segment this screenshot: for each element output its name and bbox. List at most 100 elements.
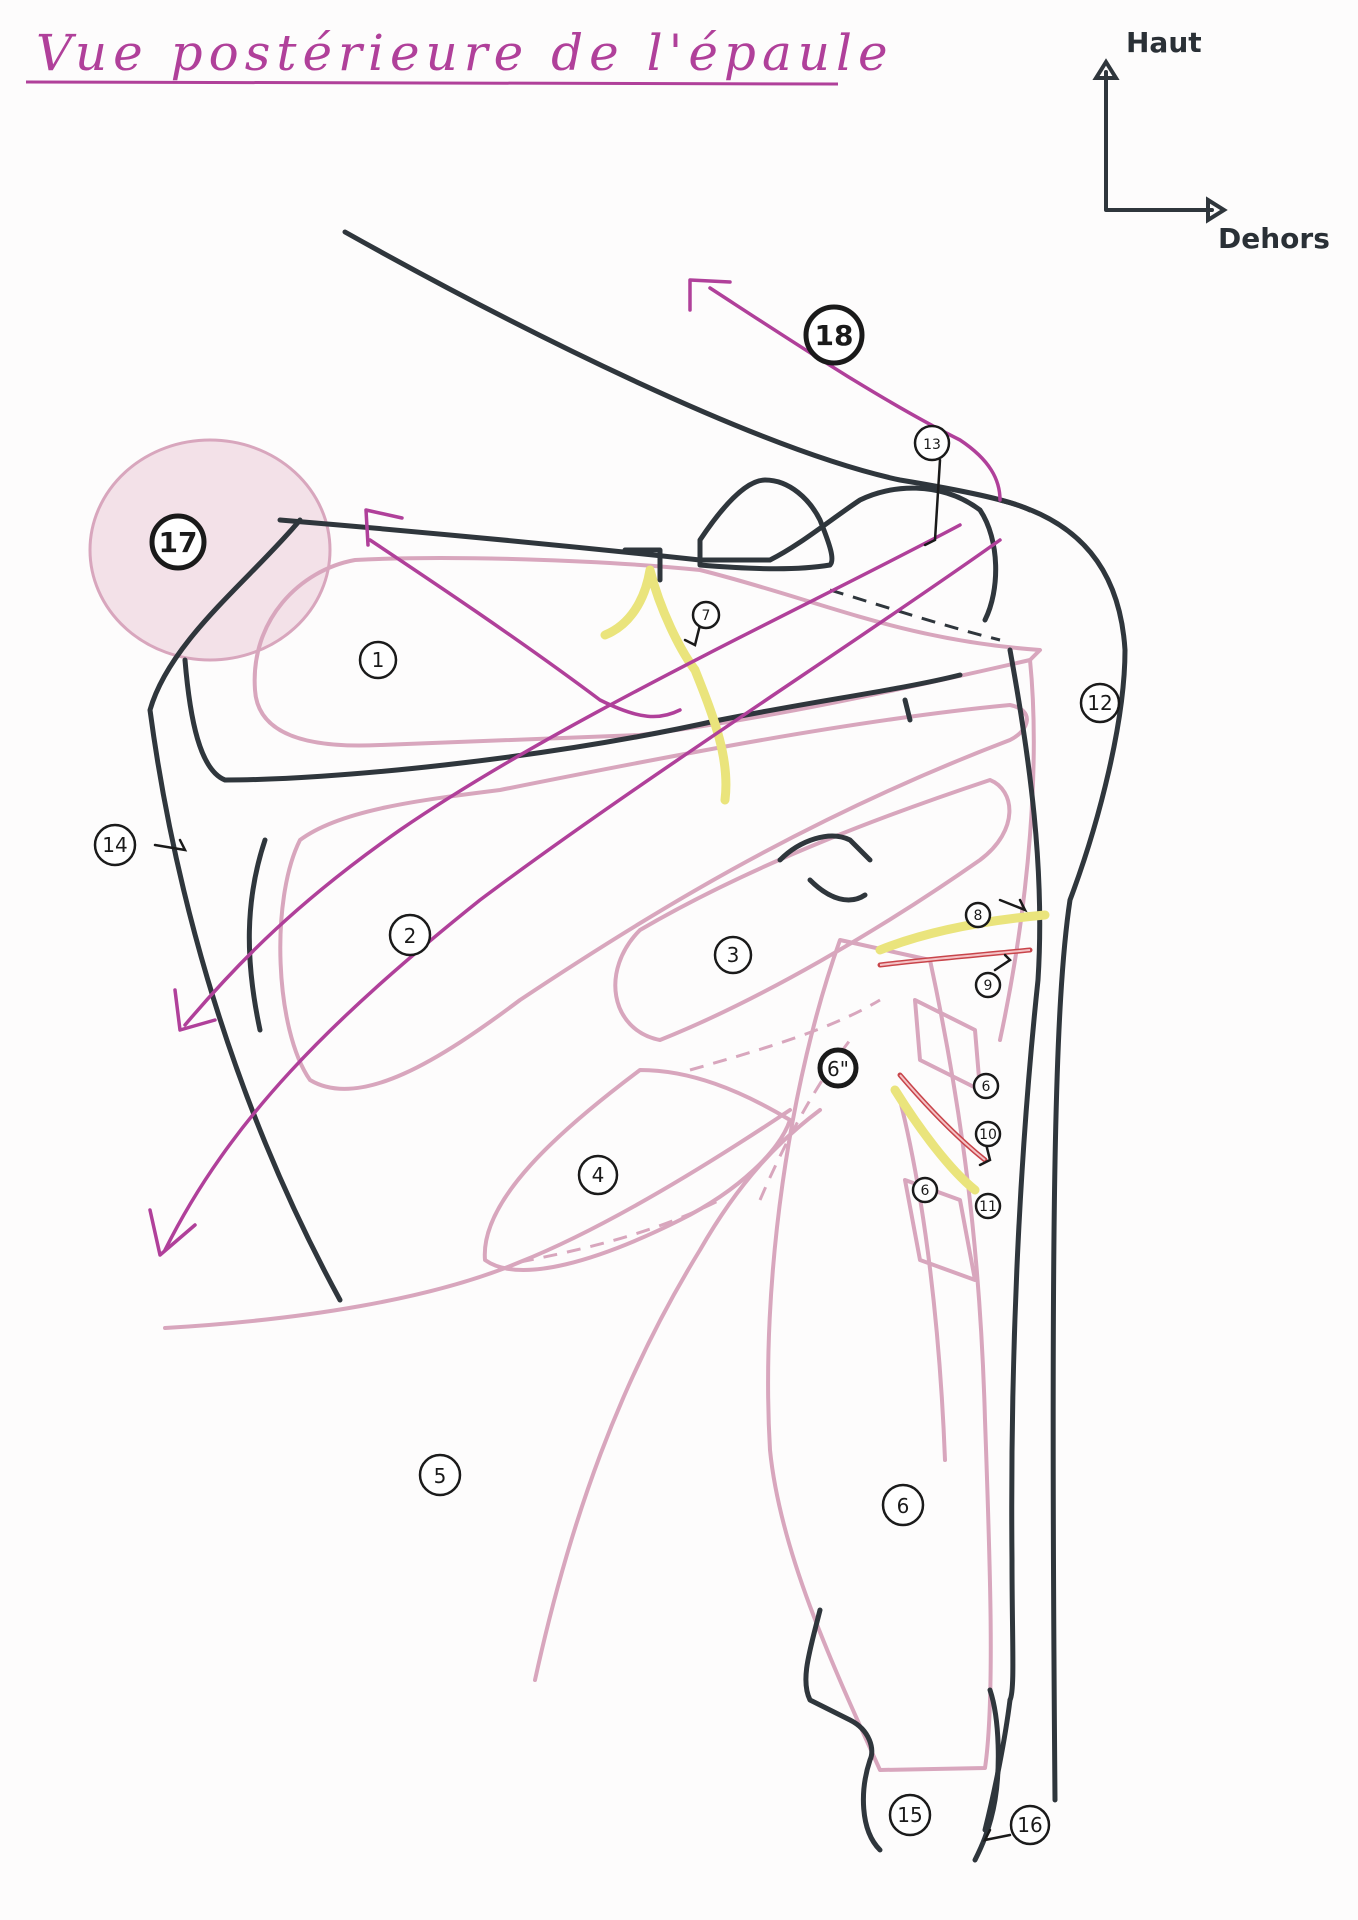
label-1: 1 (358, 640, 398, 680)
svg-text:7: 7 (702, 608, 711, 624)
scapula-infraspinous-border (246, 837, 268, 1033)
humerus-notch (902, 697, 913, 723)
label-18: 18 (803, 304, 865, 366)
muscle-2-infraspinatus (278, 703, 1029, 1091)
olecranon-left (803, 1607, 883, 1853)
up-arrow-icon (1092, 58, 1120, 80)
action-arrows (148, 278, 1002, 1257)
diagram-title: Vue postérieure de l'épaule (36, 24, 894, 82)
svg-text:5: 5 (434, 1464, 447, 1488)
label-2: 2 (388, 913, 432, 957)
svg-text:6": 6" (827, 1057, 849, 1081)
pointer-7 (683, 623, 702, 647)
arrow-lower-2-path (163, 538, 1002, 1252)
triceps-long-head-line (898, 1098, 947, 1462)
muscle-dash-2 (519, 1198, 721, 1264)
label-5: 5 (418, 1453, 462, 1497)
arrow-lower-1-path (183, 523, 962, 1027)
muscle-6-triceps (766, 938, 993, 1772)
svg-text:15: 15 (897, 1803, 922, 1827)
labels: 1 2 3 4 5 6 6 6 6" 7 8 9 10 11 12 13 14 … (93, 304, 1121, 1846)
svg-text:10: 10 (979, 1127, 997, 1143)
svg-text:3: 3 (727, 943, 740, 967)
muscle-4-teres-major (482, 1068, 792, 1272)
arrow-trapezius-head-icon (364, 508, 404, 547)
label-6-small-lower: 6 (911, 1176, 939, 1204)
label-6-double-prime: 6" (817, 1047, 859, 1089)
orientation-up-label: Haut (1126, 26, 1202, 59)
svg-text:2: 2 (404, 924, 417, 948)
glenoid-notch (807, 877, 868, 903)
label-15: 15 (888, 1793, 932, 1837)
humerus-head-outline (997, 497, 1128, 1803)
pointer-8 (998, 898, 1028, 913)
svg-text:11: 11 (979, 1199, 997, 1215)
label-7: 7 (691, 600, 721, 630)
muscle-3-teres-minor (613, 778, 1012, 1042)
label-11: 11 (974, 1192, 1002, 1220)
svg-text:4: 4 (592, 1163, 605, 1187)
label-12: 12 (1079, 682, 1121, 724)
label-13: 13 (913, 424, 951, 462)
label-17: 17 (149, 513, 207, 571)
arrow-lower-2-head-icon (148, 1208, 197, 1257)
artery-9-inner (879, 949, 1031, 966)
orientation-axes: Haut Dehors (1092, 26, 1330, 255)
pointer-14 (153, 838, 188, 852)
muscle-dash-3 (758, 1039, 852, 1201)
svg-text:12: 12 (1087, 691, 1112, 715)
arteries (877, 947, 1033, 1163)
out-arrow-icon (1206, 196, 1228, 224)
svg-text:6: 6 (921, 1183, 930, 1199)
pointer-16 (982, 1828, 1012, 1842)
muscle-5-latissimus (163, 1108, 792, 1330)
scapula-lateral-inner (777, 833, 873, 863)
svg-text:16: 16 (1017, 1813, 1042, 1837)
pointers (153, 458, 1028, 1842)
svg-text:6: 6 (897, 1494, 910, 1518)
label-14: 14 (93, 823, 137, 867)
label-8: 8 (964, 901, 992, 929)
orientation-out-label: Dehors (1218, 222, 1330, 255)
muscle-17-bulge (88, 438, 332, 662)
svg-text:6: 6 (982, 1079, 991, 1095)
pointer-13 (923, 458, 942, 547)
label-6-triceps: 6 (881, 1483, 925, 1527)
muscle-5-lower-edge (533, 1108, 822, 1682)
pointer-9 (993, 953, 1012, 972)
bones (147, 229, 1128, 1863)
nerve-8-axillary (875, 910, 1050, 955)
clavicle-line (342, 229, 1033, 513)
label-10: 10 (974, 1120, 1002, 1148)
artery-10-inner (899, 1074, 986, 1161)
label-16: 16 (1009, 1804, 1051, 1846)
nerves (600, 565, 1050, 1195)
ulna-line (982, 1697, 1013, 1833)
arrow-18-head-icon (688, 278, 732, 312)
muscle-deltoid-outer (998, 658, 1036, 1042)
muscle-small-strip-2 (903, 1178, 977, 1282)
label-4: 4 (577, 1154, 619, 1196)
bone-dash-spine (829, 588, 1001, 642)
arrow-lower-1-head-icon (173, 988, 217, 1032)
nerve-11-radial (890, 1085, 980, 1195)
title-underline (25, 80, 839, 86)
label-6-small-upper: 6 (972, 1072, 1000, 1100)
svg-text:1: 1 (372, 648, 385, 672)
scapula-spine-upper (277, 485, 999, 623)
svg-text:18: 18 (815, 319, 854, 352)
svg-text:9: 9 (984, 978, 993, 994)
arrow-trapezius-path (368, 538, 682, 719)
svg-text:14: 14 (102, 833, 127, 857)
muscle-dash-1 (689, 998, 881, 1072)
humerus-inner-shaft (1007, 647, 1043, 1703)
label-9: 9 (974, 971, 1002, 999)
label-3: 3 (713, 935, 753, 975)
svg-text:8: 8 (974, 908, 983, 924)
arrow-18-path (708, 286, 1002, 502)
scapula-spine-lower (182, 657, 963, 783)
acromion (697, 477, 835, 572)
svg-text:17: 17 (159, 526, 198, 559)
coracoid-hint (622, 547, 663, 583)
